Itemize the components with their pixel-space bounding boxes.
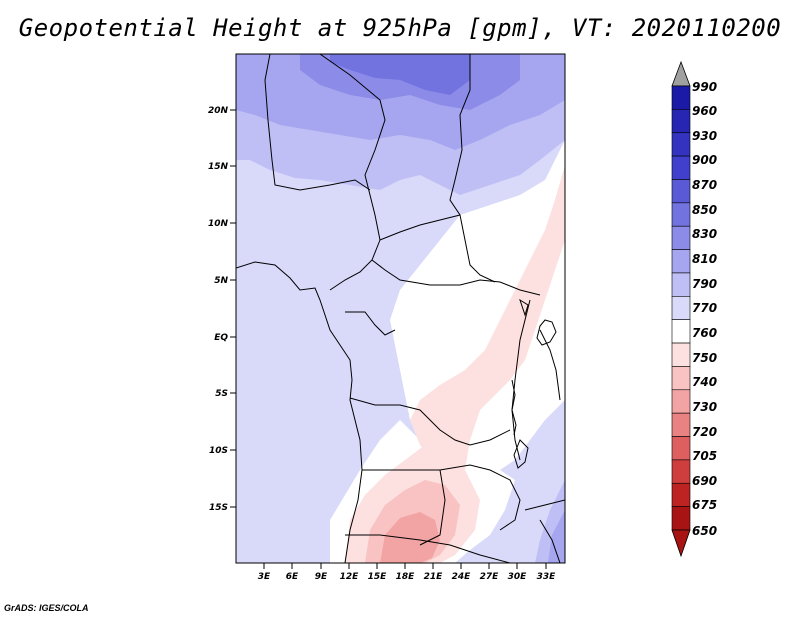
colorbar-cell [671,506,691,531]
colorbar-label: 690 [692,474,717,488]
lakes [511,298,557,469]
colorbar-label: 960 [692,104,717,118]
lat-label-10n: 10N [208,219,229,229]
colorbar-cell [671,459,691,484]
colorbar-cell [671,482,691,507]
colorbar-label: 705 [692,449,717,463]
colorbar-label: 750 [692,351,717,365]
lon-label-9e: 9E [315,572,328,582]
colorbar: 990 960 930 900 870 850 830 810 790 770 … [671,60,717,558]
map-title: Geopotential Height at 925hPa [gpm], VT:… [18,14,782,42]
colorbar-label: 930 [692,129,717,143]
colorbar-cell [671,85,691,110]
colorbar-label: 720 [692,425,717,439]
lon-label-15e: 15E [368,572,388,582]
lon-label-21e: 21E [424,572,444,582]
lat-label-10s: 10S [209,446,228,456]
lat-label-eq: EQ [214,333,228,343]
colorbar-label: 850 [692,203,717,217]
colorbar-cell [671,436,691,461]
colorbar-label: 650 [692,524,717,538]
lat-axis: 20N 15N 10N 5N EQ 5S 10S 15S [208,106,236,513]
colorbar-cell [671,366,691,391]
lat-label-5n: 5N [214,276,228,286]
colorbar-label: 675 [692,498,717,512]
colorbar-cell [671,272,691,297]
colorbar-label: 900 [692,153,717,167]
colorbar-cell [671,319,691,344]
lon-axis: 3E 6E 9E 12E 15E 18E 21E 24E 27E 30E 33E [258,563,556,582]
colorbar-label: 990 [692,80,717,94]
colorbar-cell [671,202,691,227]
lat-label-5s: 5S [215,389,228,399]
colorbar-cell [671,342,691,367]
colorbar-cell [671,412,691,437]
colorbar-cell [671,249,691,274]
colorbar-label: 870 [692,178,717,192]
colorbar-label: 810 [692,252,717,266]
lon-label-12e: 12E [340,572,360,582]
country-borders [236,54,565,563]
colorbar-bottom-arrow [671,529,691,558]
colorbar-label: 730 [692,400,717,414]
colorbar-label: 790 [692,277,717,291]
lon-label-30e: 30E [508,572,528,582]
colorbar-cell [671,179,691,204]
colorbar-cell [671,296,691,320]
lat-label-15s: 15S [209,503,228,513]
geopotential-field [236,54,565,563]
colorbar-label: 770 [692,301,717,315]
colorbar-label: 740 [692,375,717,389]
colorbar-cell [671,225,691,250]
lat-label-20n: 20N [208,106,229,116]
map-frame [235,53,566,564]
lat-label-15n: 15N [208,162,229,172]
colorbar-cell [671,109,691,134]
lon-label-18e: 18E [396,572,416,582]
colorbar-cells [671,85,691,531]
lon-label-24e: 24E [452,572,472,582]
lon-label-33e: 33E [537,572,557,582]
colorbar-cell [671,155,691,180]
lon-label-3e: 3E [258,572,271,582]
colorbar-label: 830 [692,227,717,241]
lon-label-27e: 27E [480,572,500,582]
colorbar-cell [671,132,691,157]
colorbar-top-arrow [671,60,691,87]
lon-label-6e: 6E [286,572,299,582]
colorbar-cell [671,389,691,414]
grads-credit: GrADS: IGES/COLA [4,603,89,613]
colorbar-label: 760 [692,326,717,340]
